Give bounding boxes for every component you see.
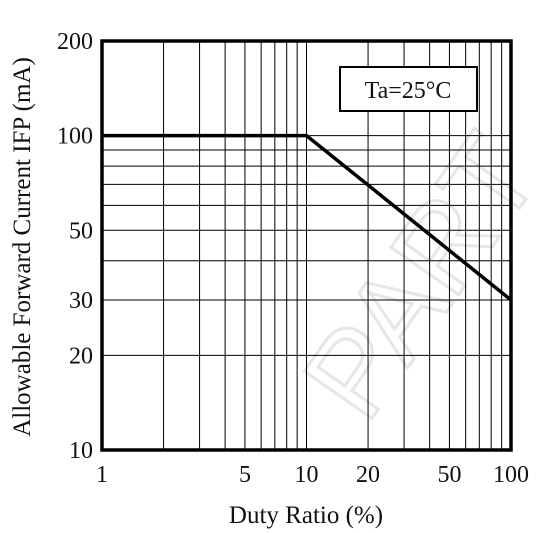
x-tick-label: 50 xyxy=(437,462,461,488)
y-tick-label: 30 xyxy=(69,288,93,314)
x-tick-label: 10 xyxy=(295,462,319,488)
x-tick-labels: 1 5 10 20 50 100 xyxy=(96,462,529,488)
y-tick-label: 10 xyxy=(69,438,93,464)
annotation-text: Ta=25°C xyxy=(365,78,452,104)
watermark-text: PART xyxy=(278,112,539,442)
y-tick-label: 200 xyxy=(57,29,93,55)
x-tick-label: 5 xyxy=(239,462,251,488)
x-axis-title: Duty Ratio (%) xyxy=(229,502,383,529)
x-tick-label: 1 xyxy=(96,462,108,488)
legend-box: Ta=25°C xyxy=(339,66,478,112)
x-tick-label: 100 xyxy=(493,462,529,488)
plot-border xyxy=(100,39,513,452)
y-tick-label: 20 xyxy=(69,343,93,369)
series-lines xyxy=(102,133,513,302)
plot-frame xyxy=(100,39,513,452)
y-tick-labels: 10 20 30 50 100 200 xyxy=(57,29,93,464)
annotation-box xyxy=(339,66,478,112)
y-tick-label: 50 xyxy=(69,218,93,244)
watermark: PART xyxy=(276,110,539,443)
y-tick-label: 100 xyxy=(57,124,93,150)
x-tick-label: 20 xyxy=(356,462,380,488)
y-axis-title: Allowable Forward Current IFP (mA) xyxy=(9,57,36,437)
series-line-0 xyxy=(102,133,513,302)
